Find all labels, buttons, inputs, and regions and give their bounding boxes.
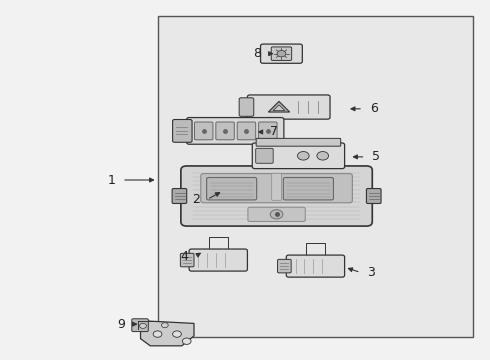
Text: 2: 2 bbox=[193, 193, 200, 206]
FancyBboxPatch shape bbox=[259, 122, 277, 140]
Polygon shape bbox=[184, 168, 369, 224]
FancyBboxPatch shape bbox=[180, 253, 194, 267]
FancyBboxPatch shape bbox=[277, 259, 291, 273]
Text: 1: 1 bbox=[107, 174, 115, 186]
FancyBboxPatch shape bbox=[237, 122, 256, 140]
FancyBboxPatch shape bbox=[256, 148, 273, 163]
Circle shape bbox=[172, 331, 181, 337]
Circle shape bbox=[297, 152, 309, 160]
Text: 3: 3 bbox=[368, 266, 375, 279]
FancyBboxPatch shape bbox=[272, 173, 281, 200]
FancyBboxPatch shape bbox=[247, 95, 330, 119]
FancyBboxPatch shape bbox=[216, 122, 234, 140]
FancyBboxPatch shape bbox=[248, 207, 305, 221]
Text: 5: 5 bbox=[372, 150, 380, 163]
FancyBboxPatch shape bbox=[286, 255, 344, 277]
FancyBboxPatch shape bbox=[239, 98, 254, 116]
Text: 9: 9 bbox=[117, 318, 125, 330]
Circle shape bbox=[161, 323, 168, 328]
Polygon shape bbox=[273, 105, 285, 111]
Bar bbox=[158, 16, 473, 337]
FancyBboxPatch shape bbox=[132, 319, 148, 332]
FancyBboxPatch shape bbox=[187, 118, 284, 144]
FancyBboxPatch shape bbox=[172, 120, 192, 142]
FancyBboxPatch shape bbox=[367, 189, 381, 203]
Polygon shape bbox=[269, 102, 290, 112]
Circle shape bbox=[182, 338, 191, 345]
FancyBboxPatch shape bbox=[172, 189, 187, 203]
Text: 8: 8 bbox=[253, 47, 261, 60]
Circle shape bbox=[153, 331, 162, 337]
FancyBboxPatch shape bbox=[283, 177, 333, 200]
FancyBboxPatch shape bbox=[195, 122, 213, 140]
Text: 6: 6 bbox=[370, 102, 378, 115]
FancyBboxPatch shape bbox=[256, 138, 341, 146]
Text: 7: 7 bbox=[270, 126, 278, 139]
Circle shape bbox=[270, 210, 283, 219]
Circle shape bbox=[140, 323, 147, 328]
Text: 4: 4 bbox=[180, 250, 188, 263]
FancyBboxPatch shape bbox=[261, 44, 302, 63]
FancyBboxPatch shape bbox=[189, 249, 247, 271]
FancyBboxPatch shape bbox=[252, 143, 344, 168]
Circle shape bbox=[277, 50, 286, 57]
Polygon shape bbox=[141, 321, 194, 346]
Circle shape bbox=[317, 152, 329, 160]
FancyBboxPatch shape bbox=[181, 166, 372, 226]
FancyBboxPatch shape bbox=[201, 174, 352, 203]
FancyBboxPatch shape bbox=[207, 177, 257, 200]
FancyBboxPatch shape bbox=[271, 47, 292, 60]
